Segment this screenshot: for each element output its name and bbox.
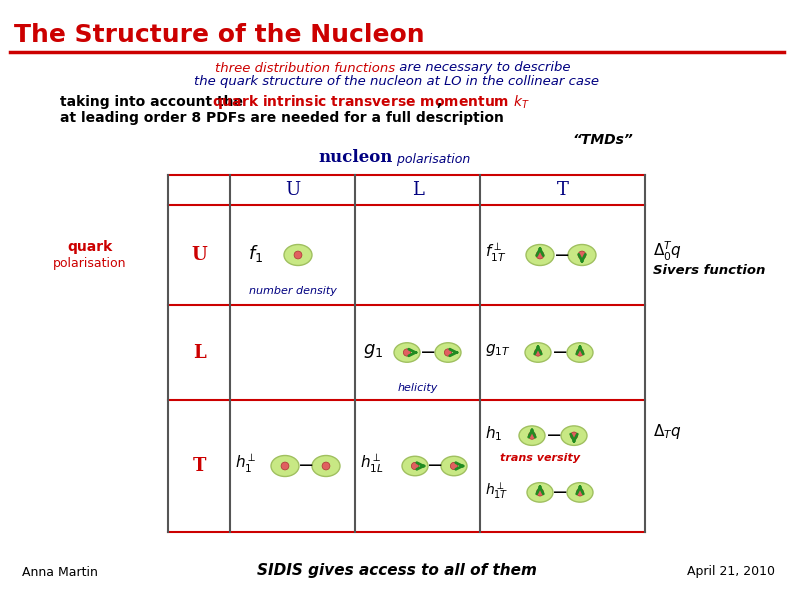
Text: $h_{1T}^{\perp}$: $h_{1T}^{\perp}$ bbox=[485, 480, 509, 501]
Text: nucleon: nucleon bbox=[318, 149, 392, 167]
Circle shape bbox=[537, 488, 544, 496]
Text: L: L bbox=[411, 181, 423, 199]
Text: −: − bbox=[420, 343, 436, 362]
Text: −: − bbox=[552, 483, 569, 502]
Ellipse shape bbox=[441, 456, 467, 476]
Text: −: − bbox=[553, 246, 570, 265]
Text: $h_1^{\perp}$: $h_1^{\perp}$ bbox=[235, 453, 256, 475]
Text: April 21, 2010: April 21, 2010 bbox=[687, 565, 775, 578]
Text: $\Delta_0^T q$: $\Delta_0^T q$ bbox=[653, 239, 682, 262]
Ellipse shape bbox=[519, 426, 545, 446]
Text: T: T bbox=[557, 181, 569, 199]
Text: $g_1$: $g_1$ bbox=[363, 342, 384, 359]
Text: ,: , bbox=[436, 95, 441, 109]
Text: polarisation: polarisation bbox=[393, 154, 470, 167]
Circle shape bbox=[403, 349, 410, 356]
Ellipse shape bbox=[312, 456, 340, 477]
Ellipse shape bbox=[271, 456, 299, 477]
Circle shape bbox=[570, 432, 578, 439]
Text: taking into account the: taking into account the bbox=[60, 95, 248, 109]
Ellipse shape bbox=[435, 343, 461, 362]
Text: $f_{1T}^{\perp}$: $f_{1T}^{\perp}$ bbox=[485, 242, 507, 264]
Text: The Structure of the Nucleon: The Structure of the Nucleon bbox=[14, 23, 425, 47]
Circle shape bbox=[528, 432, 536, 439]
Circle shape bbox=[281, 462, 289, 470]
Circle shape bbox=[322, 462, 330, 470]
Circle shape bbox=[576, 488, 584, 496]
Text: at leading order 8 PDFs are needed for a full description: at leading order 8 PDFs are needed for a… bbox=[60, 111, 504, 125]
Circle shape bbox=[534, 349, 542, 356]
Text: the quark structure of the nucleon at LO in the collinear case: the quark structure of the nucleon at LO… bbox=[195, 76, 599, 89]
Ellipse shape bbox=[561, 426, 587, 446]
Ellipse shape bbox=[284, 245, 312, 265]
Text: trans versity: trans versity bbox=[500, 453, 580, 463]
Circle shape bbox=[536, 251, 544, 259]
Ellipse shape bbox=[567, 343, 593, 362]
Circle shape bbox=[445, 349, 452, 356]
Circle shape bbox=[411, 462, 418, 469]
Text: $h_{1L}^{\perp}$: $h_{1L}^{\perp}$ bbox=[360, 453, 384, 475]
Text: −: − bbox=[427, 456, 443, 475]
Text: quark intrinsic transverse momentum $k_T$: quark intrinsic transverse momentum $k_T… bbox=[212, 93, 530, 111]
Text: three distribution functions: three distribution functions bbox=[215, 61, 395, 74]
Text: quark: quark bbox=[67, 240, 113, 254]
Text: U: U bbox=[285, 181, 300, 199]
Ellipse shape bbox=[526, 245, 554, 265]
Text: L: L bbox=[193, 343, 206, 362]
Text: −: − bbox=[298, 456, 314, 475]
Text: $\Delta_T q$: $\Delta_T q$ bbox=[653, 422, 682, 441]
Text: SIDIS gives access to all of them: SIDIS gives access to all of them bbox=[257, 562, 537, 578]
Ellipse shape bbox=[527, 483, 553, 502]
Text: number density: number density bbox=[249, 286, 337, 296]
Ellipse shape bbox=[567, 483, 593, 502]
Text: are necessary to describe: are necessary to describe bbox=[395, 61, 571, 74]
Text: $f_1$: $f_1$ bbox=[248, 243, 264, 264]
Circle shape bbox=[294, 251, 302, 259]
Circle shape bbox=[576, 349, 584, 356]
Ellipse shape bbox=[402, 456, 428, 476]
Text: $g_{1T}$: $g_{1T}$ bbox=[485, 343, 511, 359]
Ellipse shape bbox=[525, 343, 551, 362]
Text: Anna Martin: Anna Martin bbox=[22, 565, 98, 578]
Circle shape bbox=[450, 462, 457, 469]
Text: polarisation: polarisation bbox=[53, 258, 127, 271]
Text: −: − bbox=[545, 426, 562, 445]
Ellipse shape bbox=[568, 245, 596, 265]
Text: T: T bbox=[192, 457, 206, 475]
Text: −: − bbox=[552, 343, 569, 362]
Text: U: U bbox=[191, 246, 207, 264]
Ellipse shape bbox=[394, 343, 420, 362]
Text: Sivers function: Sivers function bbox=[653, 265, 765, 277]
Circle shape bbox=[578, 251, 586, 259]
Text: $h_1$: $h_1$ bbox=[485, 424, 503, 443]
Text: helicity: helicity bbox=[397, 383, 437, 393]
Text: “TMDs”: “TMDs” bbox=[572, 133, 633, 147]
